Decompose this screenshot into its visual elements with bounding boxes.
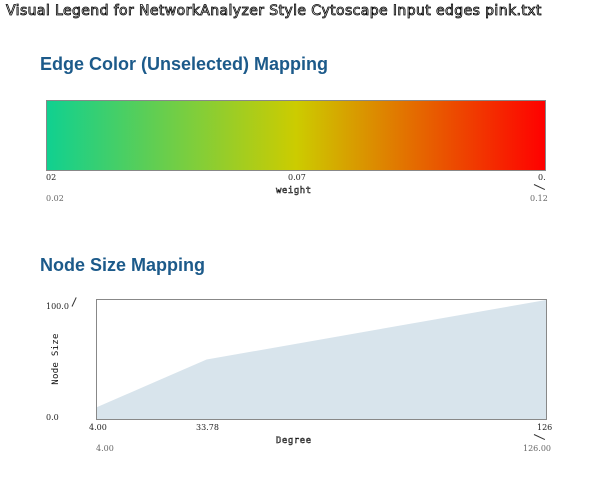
node-size-plot — [96, 299, 547, 420]
node-size-area — [97, 300, 546, 419]
edge-color-section-title: Edge Color (Unselected) Mapping — [40, 54, 328, 75]
node-size-y-min: 0.0 — [46, 413, 59, 422]
edge-color-gradient-bar — [46, 100, 546, 171]
edge-color-tick-right: 0. — [538, 173, 546, 182]
edge-color-tick-mid: 0.07 — [288, 173, 306, 182]
window-title: Visual Legend for NetworkAnalyzer Style … — [6, 3, 542, 19]
edge-color-range-min: 0.02 — [46, 194, 64, 203]
edge-color-range-marker — [534, 184, 545, 190]
node-size-x-tick-min: 4.00 — [89, 423, 107, 432]
node-size-x-tick-max: 126 — [537, 423, 552, 432]
node-size-y-max: 100.0 — [46, 302, 69, 311]
node-size-range-max: 126.00 — [523, 444, 551, 453]
edge-color-range-max: 0.12 — [530, 194, 548, 203]
node-size-x-axis-label: Degree — [276, 436, 312, 446]
gradient-fill — [47, 101, 545, 170]
node-size-y-axis-label: Node Size — [51, 333, 61, 384]
node-size-range-marker — [534, 434, 545, 440]
node-size-range-min: 4.00 — [96, 444, 114, 453]
node-size-section-title: Node Size Mapping — [40, 255, 205, 276]
node-size-area-chart — [97, 300, 546, 419]
edge-color-tick-left: 02 — [46, 173, 56, 182]
node-size-y-marker — [72, 297, 77, 306]
edge-color-axis-label: weight — [276, 186, 312, 196]
node-size-x-tick-mid: 33.78 — [196, 423, 219, 432]
